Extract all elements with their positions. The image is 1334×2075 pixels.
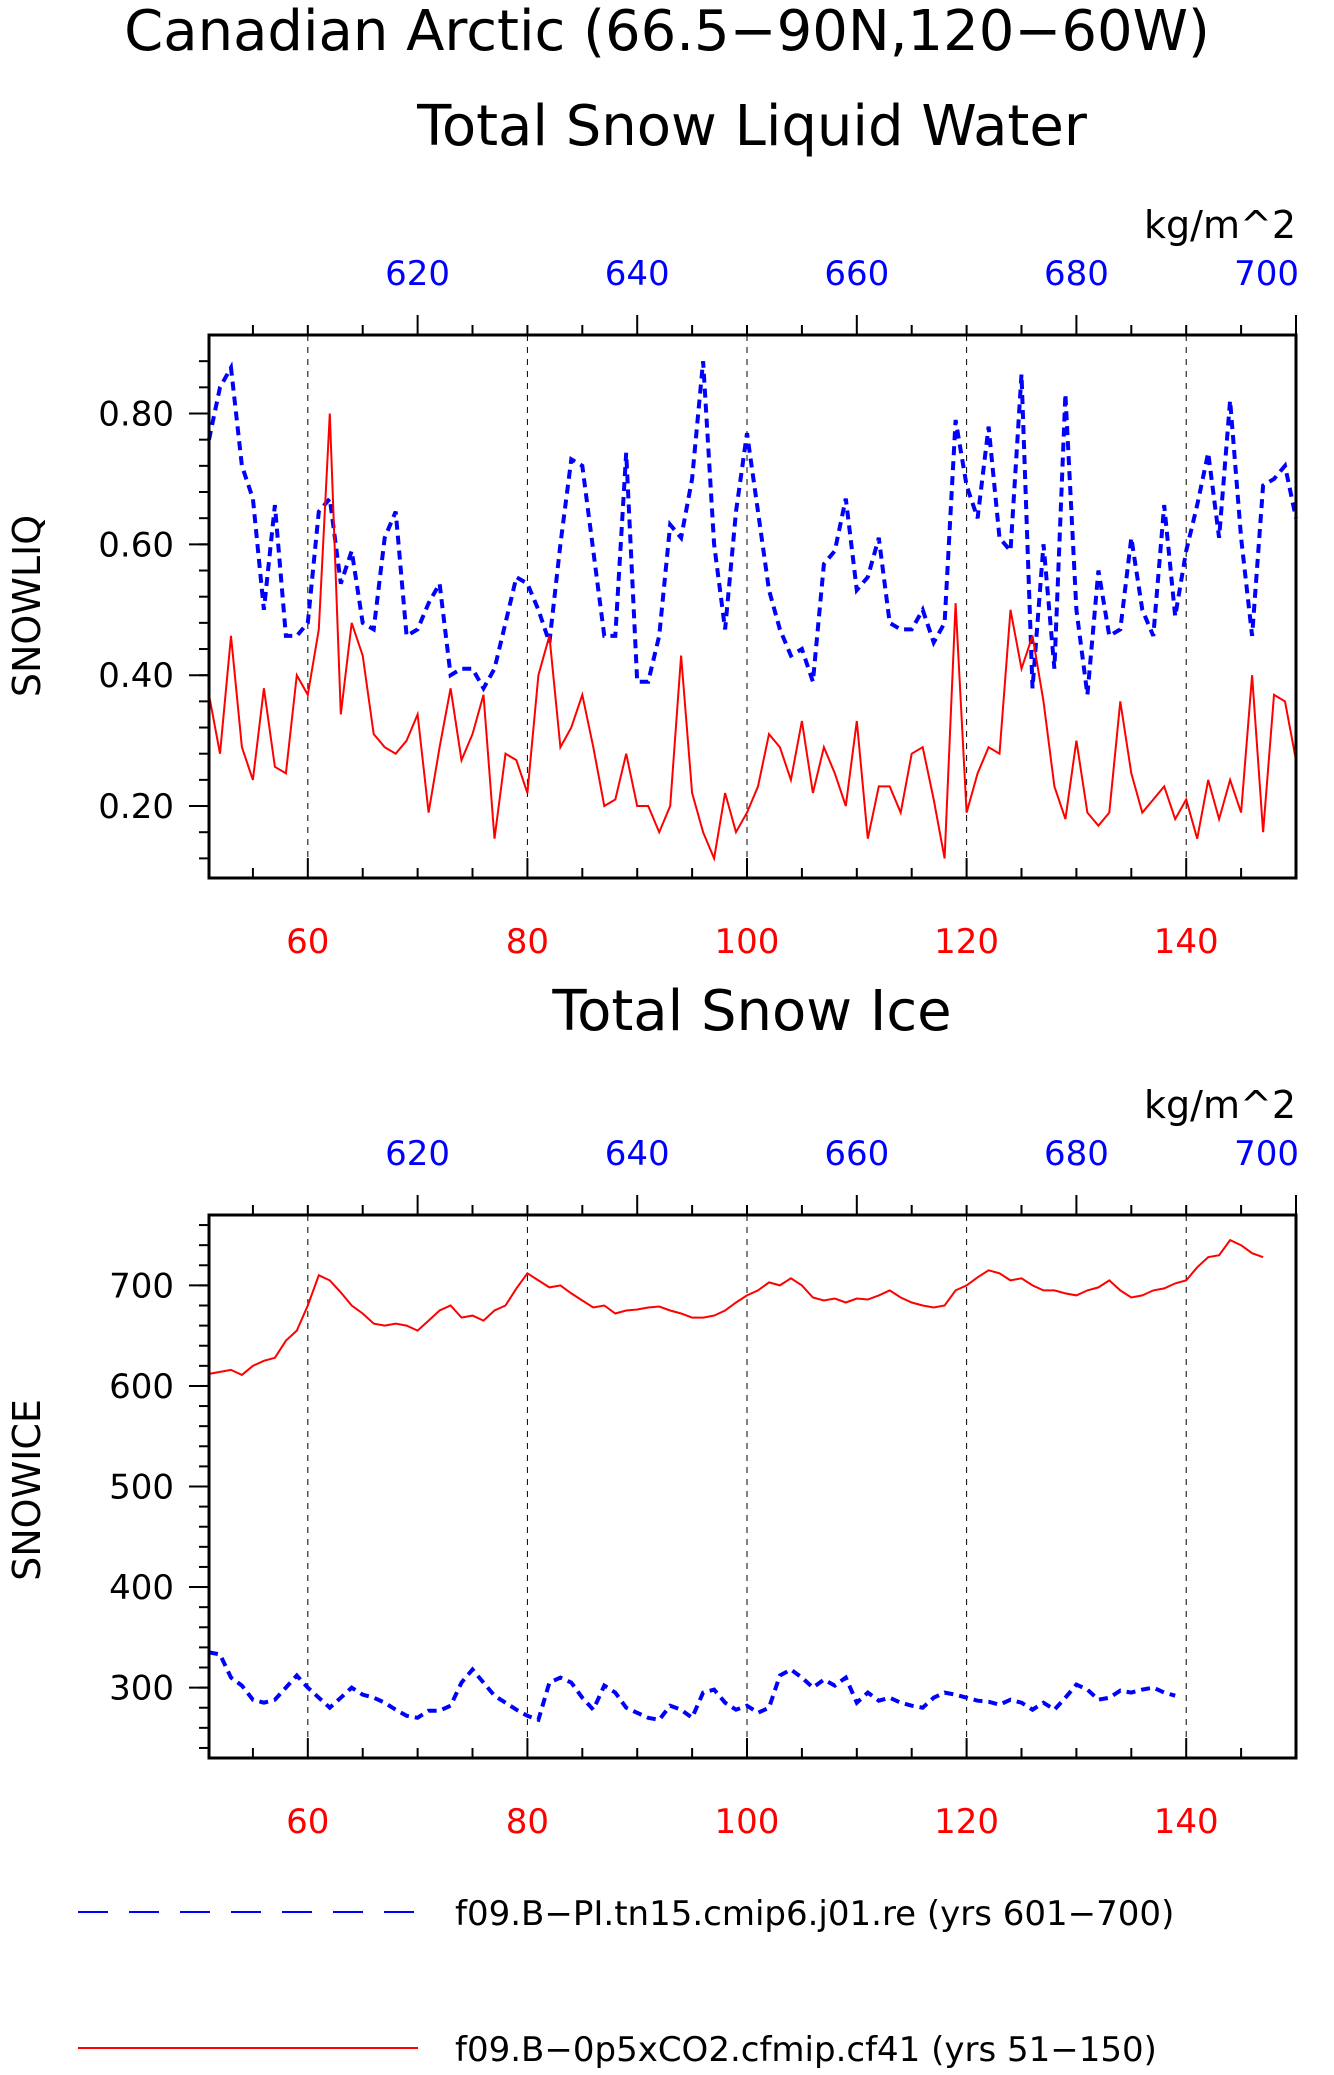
series-blue-snowice [208, 1650, 1176, 1723]
panel-snowice-title: Total Snow Ice [551, 979, 951, 1044]
bottom-tick-label: 120 [934, 1802, 999, 1842]
panel-snowliq-frame [207, 333, 1298, 880]
figure-title-line1: Canadian Arctic (66.5−90N,120−60W) [124, 0, 1210, 64]
bottom-tick-label: 140 [1154, 1802, 1219, 1842]
top-tick-label: 680 [1044, 254, 1109, 294]
y-tick-label: 0.60 [98, 525, 174, 565]
panel-snowice: 60 80 100 120 140 620 640 660 680 700 300 400 500 600… [5, 1083, 1299, 1842]
bottom-tick-label: 120 [934, 922, 999, 962]
legend: f09.B−PI.tn15.cmip6.j01.re (yrs 601−700)… [78, 1894, 1174, 2070]
top-tick-label: 640 [605, 1134, 670, 1174]
y-tick-label: 600 [109, 1367, 174, 1407]
top-tick-label: 660 [824, 1134, 889, 1174]
y-tick-label: 0.80 [98, 395, 174, 435]
top-tick-label: 660 [824, 254, 889, 294]
bottom-tick-label: 60 [286, 1802, 329, 1842]
legend-label-red: f09.B−0p5xCO2.cfmip.cf41 (yrs 51−150) [455, 2030, 1157, 2070]
y-tick-label: 700 [109, 1266, 174, 1306]
y-tick-label: 300 [109, 1669, 174, 1709]
top-tick-label: 700 [1234, 254, 1299, 294]
bottom-tick-label: 80 [506, 922, 549, 962]
panel-snowliq-ylabel: SNOWLIQ [5, 515, 49, 697]
top-tick-label: 680 [1044, 1134, 1109, 1174]
top-tick-label: 620 [385, 1134, 450, 1174]
series-red-snowice [208, 1238, 1264, 1377]
y-tick-label: 500 [109, 1468, 174, 1508]
panel-snowliq: 60 80 100 120 140 620 640 660 680 700 0.20 0.40 0.60… [5, 203, 1299, 1044]
y-tick-label: 400 [109, 1568, 174, 1608]
bottom-tick-label: 80 [506, 1802, 549, 1842]
top-tick-label: 640 [605, 254, 670, 294]
y-tick-label: 0.40 [98, 656, 174, 696]
panel-snowliq-grid [307, 335, 1187, 878]
legend-label-blue: f09.B−PI.tn15.cmip6.j01.re (yrs 601−700) [455, 1894, 1174, 1934]
bottom-tick-label: 100 [715, 922, 780, 962]
panel-snowliq-units: kg/m^2 [1144, 203, 1296, 247]
bottom-tick-label: 140 [1154, 922, 1219, 962]
top-tick-label: 620 [385, 254, 450, 294]
top-tick-label: 700 [1234, 1134, 1299, 1174]
panel-snowice-ylabel: SNOWICE [5, 1399, 49, 1581]
bottom-tick-label: 60 [286, 922, 329, 962]
panel-snowice-units: kg/m^2 [1144, 1083, 1296, 1127]
panel-snowice-frame [207, 1213, 1298, 1760]
series-blue-snowliq [207, 361, 1298, 696]
series-red-snowliq [208, 413, 1297, 862]
bottom-tick-label: 100 [715, 1802, 780, 1842]
panel-snowice-ticks: 60 80 100 120 140 620 640 660 680 700 300 400 500 600… [109, 1134, 1299, 1842]
panel-snowliq-ticks: 60 80 100 120 140 620 640 660 680 700 0.20 0.40 0.60… [98, 254, 1299, 962]
y-tick-label: 0.20 [98, 787, 174, 827]
figure-title-line2: Total Snow Liquid Water [416, 94, 1088, 159]
